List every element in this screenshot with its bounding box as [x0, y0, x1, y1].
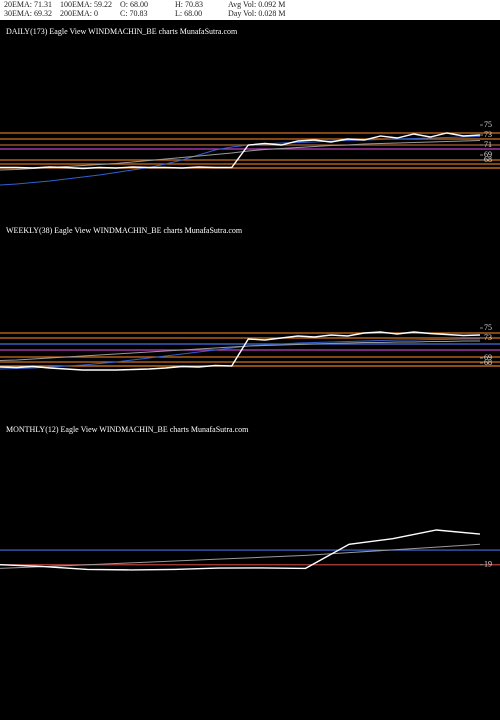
header-stat: 100EMA: 59.22 — [60, 0, 112, 9]
header-stat: C: 70.83 — [120, 9, 148, 18]
y-tick-label: 69 — [484, 150, 492, 159]
price-line — [0, 543, 481, 569]
y-tick-label: 75 — [484, 120, 492, 129]
price-line — [0, 140, 481, 171]
y-tick-label: 75 — [484, 323, 492, 332]
price-line — [0, 136, 481, 186]
price-line — [0, 340, 480, 361]
header-stat: Avg Vol: 0.092 M — [228, 0, 285, 9]
y-tick-label: 68 — [484, 155, 492, 164]
header: 20EMA: 71.31 100EMA: 59.22 O: 68.00 H: 70.8… — [4, 0, 286, 18]
price-line — [0, 331, 481, 371]
price-line — [0, 529, 481, 571]
panel-title: MONTHLY(12) Eagle View WINDMACHIN_BE cha… — [6, 425, 249, 434]
header-stat: 200EMA: 0 — [60, 9, 98, 18]
panel-title: DAILY(173) Eagle View WINDMACHIN_BE char… — [6, 27, 238, 36]
y-tick-label: 71 — [484, 140, 492, 149]
y-tick-label: 73 — [484, 333, 492, 342]
header-bar — [0, 0, 500, 20]
header-stat: L: 68.00 — [175, 9, 202, 18]
header-stat: 30EMA: 69.32 — [4, 9, 52, 18]
header-stat: O: 68.00 — [120, 0, 148, 9]
y-tick-label: 19 — [484, 560, 492, 569]
panel-title: WEEKLY(38) Eagle View WINDMACHIN_BE char… — [6, 226, 243, 235]
y-tick-label: 68 — [484, 358, 492, 367]
header-stat: H: 70.83 — [175, 0, 203, 9]
header-stat: Day Vol: 0.028 M — [228, 9, 286, 18]
header-stat: 20EMA: 71.31 — [4, 0, 52, 9]
y-tick-label: 69 — [484, 353, 492, 362]
y-tick-label: 73 — [484, 130, 492, 139]
price-line — [0, 132, 481, 170]
